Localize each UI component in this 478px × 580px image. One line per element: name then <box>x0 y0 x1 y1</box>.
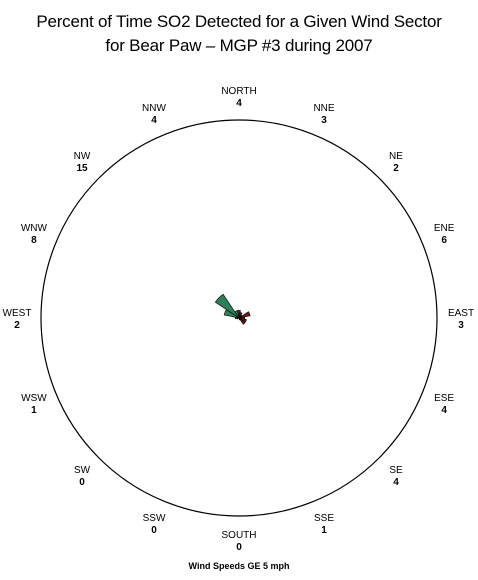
sector-value-west: 2 <box>14 320 20 331</box>
sector-label-ese: ESE <box>434 393 454 404</box>
sector-value-nnw: 4 <box>151 115 157 126</box>
sector-value-nw: 15 <box>76 163 88 174</box>
wind-speed-footnote: Wind Speeds GE 5 mph <box>188 561 290 571</box>
sector-label-ne: NE <box>389 151 403 162</box>
sector-value-south: 0 <box>236 542 242 553</box>
sector-value-ese: 4 <box>441 405 447 416</box>
chart-title-line-2: for Bear Paw – MGP #3 during 2007 <box>105 36 373 55</box>
sector-label-ssw: SSW <box>143 513 166 524</box>
sector-value-ene: 6 <box>441 235 447 246</box>
sector-value-north: 4 <box>236 98 242 109</box>
sector-label-sw: SW <box>74 465 91 476</box>
sector-label-se: SE <box>389 465 403 476</box>
rose-outer-circle <box>40 119 438 517</box>
sector-value-east: 3 <box>458 320 464 331</box>
sector-label-north: NORTH <box>221 86 256 97</box>
sector-label-west: WEST <box>3 308 32 319</box>
chart-title-line-1: Percent of Time SO2 Detected for a Given… <box>36 12 442 31</box>
petal-ene <box>238 311 251 319</box>
sector-label-nne: NNE <box>313 103 334 114</box>
petal-se <box>238 317 246 325</box>
petal-nw <box>214 293 240 319</box>
sector-value-nne: 3 <box>321 115 327 126</box>
rose-petals <box>214 293 251 325</box>
sector-label-nnw: NNW <box>142 103 166 114</box>
sector-value-se: 4 <box>393 477 399 488</box>
sector-value-ssw: 0 <box>151 525 157 536</box>
sector-value-sw: 0 <box>79 477 85 488</box>
sector-label-sse: SSE <box>314 513 334 524</box>
petal-sse <box>238 317 241 321</box>
sector-value-sse: 1 <box>321 525 327 536</box>
petal-nnw <box>234 310 240 319</box>
sector-label-east: EAST <box>448 308 474 319</box>
sector-value-ne: 2 <box>393 163 399 174</box>
sector-value-wnw: 8 <box>31 235 37 246</box>
sector-label-wsw: WSW <box>21 393 47 404</box>
sector-label-wnw: WNW <box>21 223 48 234</box>
sector-label-ene: ENE <box>434 223 455 234</box>
sector-label-nw: NW <box>74 151 91 162</box>
sector-value-wsw: 1 <box>31 405 37 416</box>
sector-label-south: SOUTH <box>222 530 257 541</box>
